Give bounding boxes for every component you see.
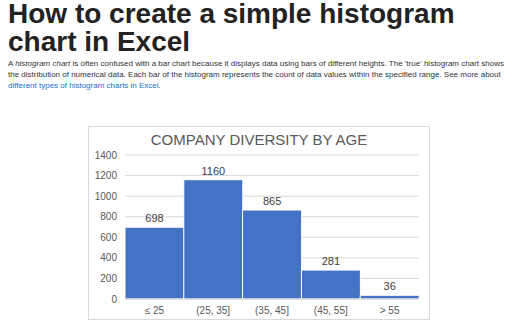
svg-text:1160: 1160 <box>201 165 225 177</box>
svg-text:(25, 35]: (25, 35] <box>196 305 230 316</box>
svg-text:1200: 1200 <box>95 170 118 181</box>
svg-text:(35, 45]: (35, 45] <box>255 305 289 316</box>
svg-text:698: 698 <box>145 212 163 224</box>
svg-text:865: 865 <box>263 195 281 207</box>
svg-text:281: 281 <box>322 255 340 267</box>
svg-text:1400: 1400 <box>95 151 118 161</box>
svg-text:400: 400 <box>100 252 117 263</box>
html-text:A histogram chart is often con: A histogram chart is often confused with… <box>8 59 504 79</box>
html-text:COMPANY DIVERSITY BY AGE: COMPANY DIVERSITY BY AGE <box>150 131 368 148</box>
svg-text:36: 36 <box>384 280 396 292</box>
svg-text:1000: 1000 <box>95 191 118 202</box>
svg-text:0: 0 <box>111 294 117 305</box>
svg-text:(45, 55]: (45, 55] <box>314 305 348 316</box>
html-text:different types of histogram c: different types of histogram charts in E… <box>8 81 161 90</box>
svg-text:800: 800 <box>100 211 117 222</box>
svg-text:> 55: > 55 <box>380 305 400 316</box>
svg-text:600: 600 <box>100 232 117 243</box>
svg-text:≤ 25: ≤ 25 <box>145 305 165 316</box>
svg-text:200: 200 <box>100 273 117 284</box>
